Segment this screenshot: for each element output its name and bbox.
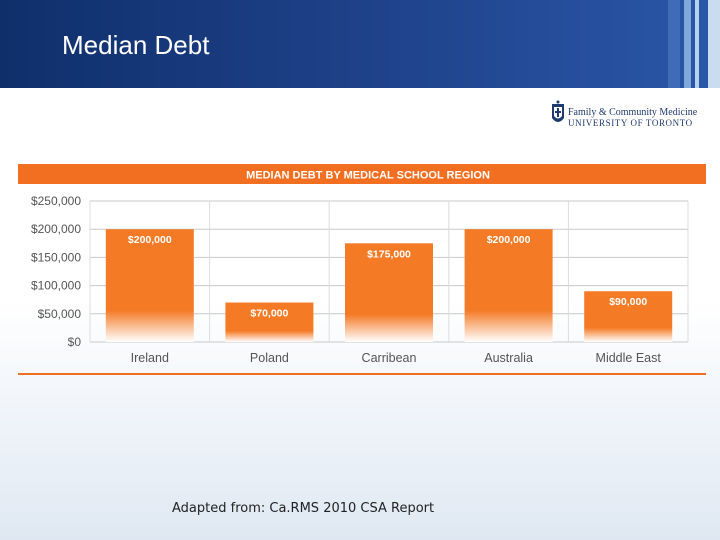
university-logo: Family & Community Medicine UNIVERSITY O… [551,100,701,134]
y-tick-label: $150,000 [31,250,81,264]
chart-title: MEDIAN DEBT BY MEDICAL SCHOOL REGION [246,170,490,182]
chart-bottom-rule [18,373,706,375]
data-label: $175,000 [367,248,411,260]
crest-icon [552,100,564,122]
data-label: $200,000 [487,234,531,246]
x-tick-label: Australia [484,351,533,365]
logo-department: Family & Community Medicine [568,107,698,118]
logo-university: UNIVERSITY OF TORONTO [568,118,693,128]
data-label: $90,000 [609,296,647,308]
y-tick-label: $250,000 [31,194,81,208]
y-tick-label: $100,000 [31,279,81,293]
chart-title-band [18,164,706,184]
header-stripe [695,0,699,88]
header-bar: Median Debt [0,0,720,88]
x-tick-label: Poland [250,351,289,365]
bar [345,243,433,342]
y-tick-label: $0 [68,335,82,349]
source-note: Adapted from: Ca.RMS 2010 CSA Report [172,501,435,516]
x-tick-label: Ireland [131,351,169,365]
x-tick-label: Carribean [362,351,417,365]
median-debt-chart: MEDIAN DEBT BY MEDICAL SCHOOL REGION $0 $… [18,164,706,375]
data-label: $70,000 [250,308,288,320]
header-stripe [668,0,680,88]
bar [464,229,553,342]
data-label: $200,000 [128,234,172,246]
y-tick-label: $50,000 [38,307,82,321]
x-tick-label: Middle East [596,351,662,365]
bar [105,229,194,342]
header-stripe [708,0,720,88]
page-title: Median Debt [62,30,210,60]
y-tick-label: $200,000 [31,222,81,236]
header-stripe [684,0,691,88]
bar [225,302,314,342]
bar [584,291,673,342]
